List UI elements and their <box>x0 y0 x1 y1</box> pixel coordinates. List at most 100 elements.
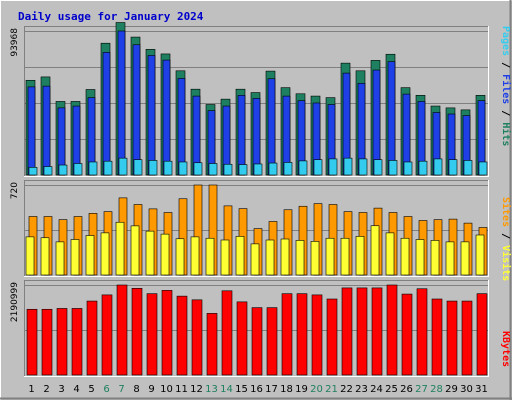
chart-panels: 93968 720 2190999 <box>10 22 489 377</box>
bar-pages <box>253 163 263 176</box>
bar-files <box>102 52 111 176</box>
bar-kbytes <box>461 300 473 376</box>
bar-sites <box>445 241 455 276</box>
bar-kbytes <box>251 307 263 376</box>
bar-pages <box>58 164 68 176</box>
x-tick-label: 4 <box>73 384 79 395</box>
x-tick-label: 1 <box>28 384 34 395</box>
bar-kbytes <box>326 298 338 376</box>
bar-pages <box>163 160 173 176</box>
series-label: Pages / Files / Hits <box>500 26 512 146</box>
series-label-part: Hits <box>500 122 512 146</box>
y-max-label: 2190999 <box>10 282 20 322</box>
bar-sites <box>370 225 380 276</box>
bar-kbytes <box>386 284 398 376</box>
bar-files <box>132 44 141 176</box>
bar-kbytes <box>116 284 128 376</box>
bar-pages <box>313 159 323 176</box>
bar-pages <box>283 162 293 176</box>
bar-sites <box>160 233 170 276</box>
bar-pages <box>193 162 203 176</box>
bar-pages <box>478 161 488 176</box>
x-tick-label: 15 <box>235 384 248 395</box>
bar-pages <box>223 163 233 176</box>
bar-files <box>162 59 171 176</box>
bar-sites <box>265 239 275 276</box>
x-tick-label: 2 <box>43 384 49 395</box>
bar-sites <box>475 234 485 276</box>
bar-files <box>177 78 186 176</box>
series-label-part: Files <box>500 74 512 104</box>
bar-kbytes <box>281 293 293 376</box>
bar-pages <box>103 160 113 176</box>
bar-sites <box>70 239 80 276</box>
bar-kbytes <box>86 300 98 376</box>
bar-kbytes <box>41 308 53 376</box>
bar-pages <box>388 160 398 176</box>
panel-visits-sites: 720 <box>10 180 489 277</box>
bar-files <box>237 95 246 176</box>
bar-kbytes <box>221 290 233 376</box>
series-label: KBytes <box>500 331 511 367</box>
bar-pages <box>448 159 458 176</box>
bar-kbytes <box>431 298 443 376</box>
bar-kbytes <box>266 307 278 376</box>
bar-kbytes <box>296 293 308 376</box>
bar-sites <box>175 238 185 276</box>
x-tick-label: 21 <box>325 384 338 395</box>
bar-pages <box>433 158 443 176</box>
series-label-part: / <box>500 56 511 74</box>
x-tick-label: 25 <box>385 384 398 395</box>
x-tick-label: 13 <box>205 384 218 395</box>
bar-kbytes <box>446 300 458 376</box>
bar-pages <box>268 162 278 176</box>
bar-kbytes <box>356 287 368 376</box>
x-tick-label: 19 <box>295 384 308 395</box>
bar-pages <box>148 160 158 176</box>
bar-kbytes <box>476 293 488 376</box>
bar-pages <box>43 166 53 176</box>
bar-kbytes <box>161 290 173 376</box>
bar-sites <box>100 232 110 276</box>
bar-sites <box>235 236 245 276</box>
bar-kbytes <box>131 288 143 376</box>
bar-kbytes <box>176 295 188 376</box>
bar-pages <box>88 161 98 176</box>
bar-kbytes <box>191 299 203 376</box>
panel-kbytes: 2190999 <box>10 280 489 377</box>
bar-pages <box>133 159 143 176</box>
bar-files <box>117 30 126 176</box>
bar-pages <box>118 157 128 176</box>
bar-files <box>147 55 156 176</box>
x-tick-label: 16 <box>250 384 263 395</box>
bar-pages <box>298 160 308 176</box>
y-max-label: 720 <box>10 182 20 199</box>
bar-kbytes <box>311 294 323 376</box>
bar-sites <box>115 221 125 276</box>
bar-kbytes <box>416 288 428 376</box>
x-tick-label: 31 <box>475 384 488 395</box>
series-label-part: Pages <box>500 26 511 56</box>
bar-sites <box>205 237 215 276</box>
x-tick-label: 9 <box>148 384 154 395</box>
x-tick-label: 17 <box>265 384 278 395</box>
bar-sites <box>355 236 365 276</box>
bar-sites <box>25 236 35 276</box>
bar-pages <box>73 163 83 176</box>
bar-kbytes <box>371 287 383 376</box>
series-label-part: / <box>500 104 511 122</box>
bar-sites <box>385 232 395 276</box>
bar-sites <box>400 237 410 276</box>
bar-sites <box>55 241 65 276</box>
bar-sites <box>325 237 335 276</box>
series-label-part: KBytes <box>500 331 511 367</box>
bar-sites <box>40 237 50 276</box>
bar-sites <box>130 225 140 276</box>
bar-pages <box>358 158 368 176</box>
series-label: Sites / Visits <box>500 197 512 281</box>
bar-kbytes <box>71 308 83 376</box>
series-label-part: / <box>500 227 511 245</box>
bar-pages <box>208 163 218 176</box>
x-tick-label: 29 <box>445 384 458 395</box>
bar-sites <box>415 239 425 276</box>
